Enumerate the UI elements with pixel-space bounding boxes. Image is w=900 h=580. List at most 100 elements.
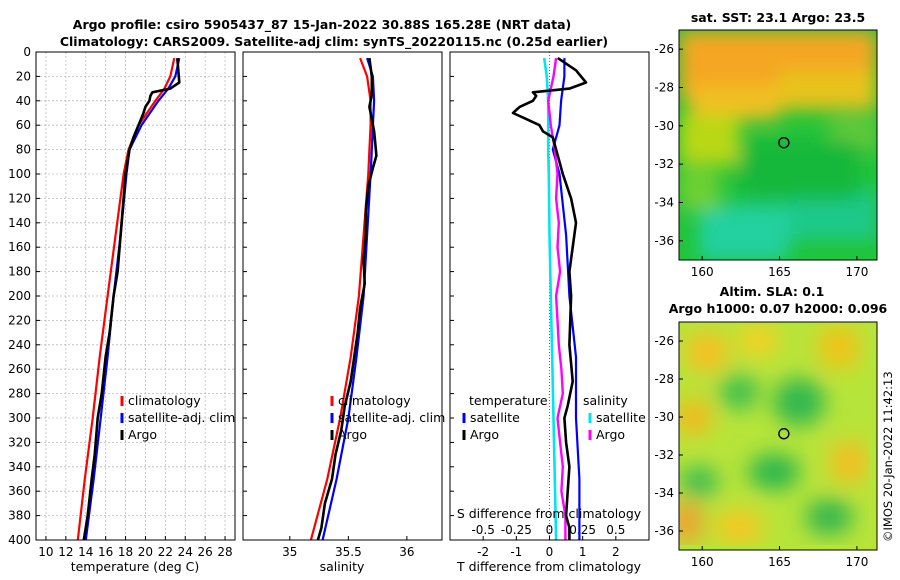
- sal-legend-satellite: satellite-adj. clim: [338, 410, 445, 425]
- depth-tick-label: 320: [8, 435, 31, 449]
- temp-x-tick-label: 26: [198, 545, 213, 559]
- temperature-axis-label: temperature (deg C): [71, 559, 200, 574]
- sal-frame: [242, 51, 443, 541]
- depth-tick-label: 20: [16, 69, 31, 83]
- sst-map-panel: 160 165 170 -26 -28 -30 -32 -34 -36: [654, 29, 878, 279]
- sst-blob: [679, 170, 719, 210]
- temp-x-tick-label: 12: [58, 545, 73, 559]
- header-title: Argo profile: csiro 5905437_87 15-Jan-20…: [73, 17, 571, 33]
- sal-x-tick-label: 36: [399, 545, 414, 559]
- depth-tick-label: 120: [8, 191, 31, 205]
- sst-blob: [689, 85, 779, 120]
- sla-blob: [805, 499, 853, 535]
- t-diff-tick-label: 0: [546, 545, 554, 559]
- sla-map-panel: 160 165 170 -26 -28 -30 -32 -34 -36: [654, 321, 878, 569]
- depth-tick-label: 140: [8, 216, 31, 230]
- sla-blob: [817, 325, 861, 369]
- sst-lon-tick-label: 170: [845, 265, 868, 279]
- temp-legend-argo: Argo: [128, 427, 157, 442]
- t-diff-argo-line: [511, 57, 588, 540]
- sal-line-argo: [316, 57, 378, 540]
- salinity-axis-label: salinity: [320, 559, 365, 574]
- sla-blob: [748, 454, 800, 490]
- temp-x-tick-label: 10: [38, 545, 53, 559]
- sst-lat-tick-label: -36: [654, 234, 674, 248]
- sla-field-blobs: [679, 324, 869, 545]
- sst-field-blobs: [679, 30, 877, 260]
- diff-legend-s-argo: Argo: [596, 427, 625, 442]
- sal-legend-climatology: climatology: [338, 393, 411, 408]
- sla-lon-tick-label: 165: [768, 555, 791, 569]
- s-diff-tick-label: 0.5: [606, 523, 625, 537]
- sal-x-tick-label: 35.5: [335, 545, 362, 559]
- depth-tick-label: 200: [8, 289, 31, 303]
- s-diff-tick-label: -0.25: [501, 523, 532, 537]
- salinity-panel: 35 35.5 36 climatology satellite-adj. clim Ar…: [242, 51, 445, 559]
- sla-lon-tick-label: 170: [845, 555, 868, 569]
- s-diff-tick-label: -0.5: [471, 523, 494, 537]
- depth-tick-label: 60: [16, 118, 31, 132]
- sla-lon-tick-label: 160: [691, 555, 714, 569]
- temp-x-tick-label: 18: [118, 545, 133, 559]
- sst-argo-marker: [778, 136, 790, 149]
- sst-blob: [779, 70, 877, 110]
- sla-blob: [679, 466, 719, 498]
- t-diff-tick-label: 2: [612, 545, 620, 559]
- sla-lat-tick-label: -32: [654, 448, 674, 462]
- diff-legend-t-satellite: satellite: [470, 410, 520, 425]
- sst-field: [679, 30, 877, 260]
- sla-lat-tick-label: -26: [654, 334, 674, 348]
- sla-blob: [715, 509, 763, 545]
- depth-tick-label: 360: [8, 484, 31, 498]
- temp-x-tick-label: 22: [158, 545, 173, 559]
- temp-line-argo: [82, 57, 181, 540]
- depth-tick-label: 300: [8, 411, 31, 425]
- sal-line-satellite-adj-clim: [321, 57, 376, 540]
- diff-legend: temperature salinity satellite Argo satellit…: [462, 393, 646, 442]
- s-diff-tick-label: 0.25: [569, 523, 596, 537]
- temperature-panel: 10 12 14 16 18 20 22 24 26 2802040608010012014016…: [8, 45, 236, 559]
- depth-tick-label: 340: [8, 460, 31, 474]
- diff-frame: [449, 51, 650, 541]
- t-diff-tick-label: -2: [477, 545, 489, 559]
- sst-blob: [739, 140, 859, 200]
- temp-frame: [35, 51, 236, 541]
- sst-map-title: sat. SST: 23.1 Argo: 23.5: [691, 10, 865, 25]
- diff-legend-s-satellite: satellite: [596, 410, 646, 425]
- sst-lat-tick-label: -32: [654, 157, 674, 171]
- s-diff-argo-line: [547, 57, 567, 540]
- temp-legend: climatology satellite-adj. clim Argo: [120, 393, 235, 442]
- sal-legend: climatology satellite-adj. clim Argo: [330, 393, 445, 442]
- sst-lat-tick-label: -30: [654, 119, 674, 133]
- diff-legend-t-argo: Argo: [470, 427, 499, 442]
- t-diff-tick-label: 1: [579, 545, 587, 559]
- depth-tick-label: 260: [8, 362, 31, 376]
- temp-x-tick-label: 14: [78, 545, 93, 559]
- sla-blob: [679, 399, 712, 435]
- temp-legend-satellite: satellite-adj. clim: [128, 410, 235, 425]
- sla-field: [679, 322, 877, 550]
- sla-map-frame: [678, 321, 878, 551]
- depth-tick-label: 180: [8, 265, 31, 279]
- diff-legend-title-temperature: temperature: [469, 393, 548, 408]
- depth-tick-label: 220: [8, 313, 31, 327]
- sla-map-subtitle: Argo h1000: 0.07 h2000: 0.096: [669, 301, 888, 316]
- temp-x-tick-label: 28: [217, 545, 232, 559]
- sst-map-frame: [678, 29, 878, 261]
- sla-lat-tick-label: -34: [654, 486, 674, 500]
- s-diff-tick-label: 0: [546, 523, 554, 537]
- depth-tick-label: 280: [8, 387, 31, 401]
- sla-map-title: Altim. SLA: 0.1: [720, 284, 825, 299]
- t-diff-tick-label: -1: [510, 545, 522, 559]
- sla-blob: [739, 324, 779, 356]
- temp-x-tick-label: 16: [98, 545, 113, 559]
- sst-lon-tick-label: 165: [768, 265, 791, 279]
- sla-blob: [719, 374, 759, 410]
- sal-legend-argo: Argo: [338, 427, 367, 442]
- sst-lat-tick-label: -26: [654, 42, 674, 56]
- depth-tick-label: 380: [8, 509, 31, 523]
- sla-lat-tick-label: -28: [654, 372, 674, 386]
- sst-blob: [699, 205, 789, 260]
- sla-argo-marker: [778, 428, 790, 440]
- depth-tick-label: 80: [16, 143, 31, 157]
